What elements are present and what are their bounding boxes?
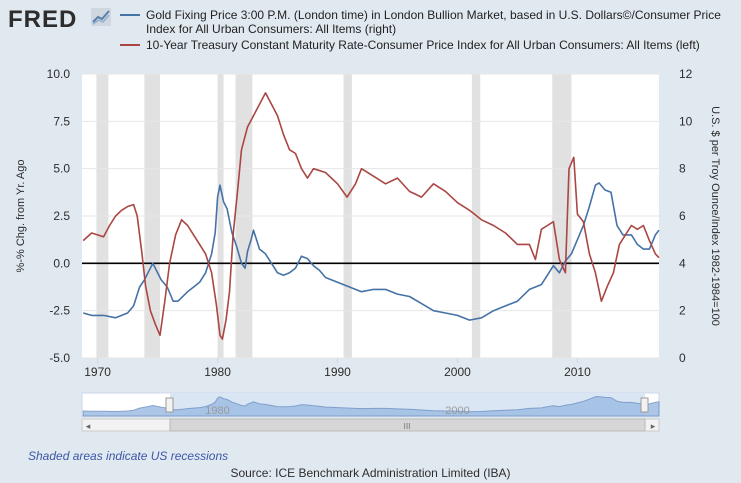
right-axis-title: U.S. $ per Troy Ounce/Index 1982-1984=10…: [709, 106, 721, 326]
x-tick-label: 1990: [324, 365, 351, 379]
right-tick-label: 6: [679, 209, 686, 223]
recession-note: Shaded areas indicate US recessions: [28, 449, 229, 463]
left-axis-title: %-% Chg. from Yr. Ago: [15, 160, 27, 273]
gold-price-line: [82, 182, 660, 321]
fred-logo: FRED: [8, 6, 78, 33]
legend-swatch-gold: [120, 14, 140, 16]
legend-swatch-treasury: [120, 44, 140, 46]
source-text: Source: ICE Benchmark Administration Lim…: [230, 466, 511, 480]
navigator-right-handle[interactable]: [640, 397, 649, 413]
legend-label-gold: Gold Fixing Price 3:00 P.M. (London time…: [146, 8, 721, 36]
x-tick-label: 2000: [444, 365, 471, 379]
left-tick-label: 0.0: [53, 256, 70, 270]
scrollbar-thumb[interactable]: [169, 418, 646, 432]
left-tick-label: 5.0: [53, 162, 70, 176]
right-tick-label: 4: [679, 256, 686, 270]
x-tick-label: 1970: [84, 365, 111, 379]
legend-item-gold[interactable]: Gold Fixing Price 3:00 P.M. (London time…: [120, 8, 735, 36]
left-tick-label: 2.5: [53, 209, 70, 223]
left-tick-label: 7.5: [53, 114, 70, 128]
treasury-rate-line: [82, 92, 660, 340]
scrollbar-grip-icon: III: [403, 422, 410, 431]
right-tick-label: 12: [679, 67, 693, 81]
legend-label-treasury: 10-Year Treasury Constant Maturity Rate-…: [146, 38, 700, 52]
graph-header: FRED Gold Fixing Price 3:00 P.M. (London…: [0, 0, 741, 66]
left-tick-label: -2.5: [49, 304, 70, 318]
right-tick-label: 0: [679, 351, 686, 365]
left-tick-label: 10.0: [47, 67, 71, 81]
navigator-label: 2000: [445, 405, 469, 417]
right-tick-label: 2: [679, 304, 686, 318]
right-tick-label: 8: [679, 162, 686, 176]
navigator-left-handle[interactable]: [165, 397, 174, 413]
legend-item-treasury[interactable]: 10-Year Treasury Constant Maturity Rate-…: [120, 38, 735, 52]
line-graph-icon: [91, 8, 111, 26]
scroll-right-arrow-icon[interactable]: ▸: [651, 422, 656, 432]
navigator-label: 1980: [205, 405, 229, 417]
chart-legend: Gold Fixing Price 3:00 P.M. (London time…: [120, 8, 735, 54]
left-tick-label: -5.0: [49, 351, 70, 365]
x-tick-label: 1980: [204, 365, 231, 379]
right-tick-label: 10: [679, 114, 693, 128]
x-tick-label: 2010: [564, 365, 591, 379]
scroll-left-arrow-icon[interactable]: ◂: [86, 422, 91, 432]
